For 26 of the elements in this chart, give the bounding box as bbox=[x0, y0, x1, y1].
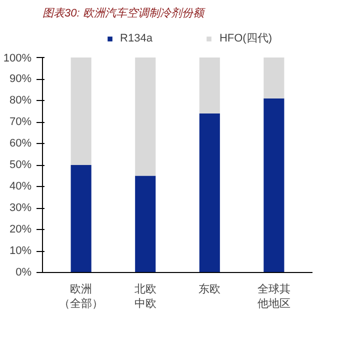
bar bbox=[199, 58, 220, 114]
y-tick-label: 10% bbox=[9, 245, 32, 257]
legend-label: HFO(四代) bbox=[219, 32, 272, 46]
bar bbox=[199, 113, 220, 272]
y-tick-label: 70% bbox=[9, 116, 32, 128]
bar bbox=[135, 176, 156, 272]
bar bbox=[70, 58, 92, 165]
y-tick-label: 60% bbox=[9, 138, 32, 150]
x-tick-label: 东欧 bbox=[198, 282, 221, 296]
y-tick-label: 90% bbox=[9, 73, 32, 85]
legend-label: R134a bbox=[120, 32, 152, 44]
chart-title: 图表30: 欧洲汽车空调制冷剂份额 bbox=[42, 6, 206, 20]
y-tick-label: 30% bbox=[9, 202, 32, 214]
y-tick-label: 100% bbox=[3, 52, 32, 64]
x-tick-label: 全球其他地区 bbox=[257, 282, 290, 310]
bar bbox=[264, 98, 284, 272]
y-tick-label: 80% bbox=[9, 94, 32, 106]
y-tick-label: 0% bbox=[16, 266, 32, 278]
x-tick-label: 欧洲（全部） bbox=[59, 282, 104, 310]
y-tick-label: 50% bbox=[9, 159, 32, 171]
bar bbox=[264, 58, 284, 98]
bar bbox=[70, 165, 92, 272]
x-tick-label: 北欧中欧 bbox=[134, 282, 156, 310]
bar bbox=[135, 58, 156, 176]
y-tick-label: 40% bbox=[9, 180, 32, 192]
y-tick-label: 20% bbox=[9, 224, 32, 236]
